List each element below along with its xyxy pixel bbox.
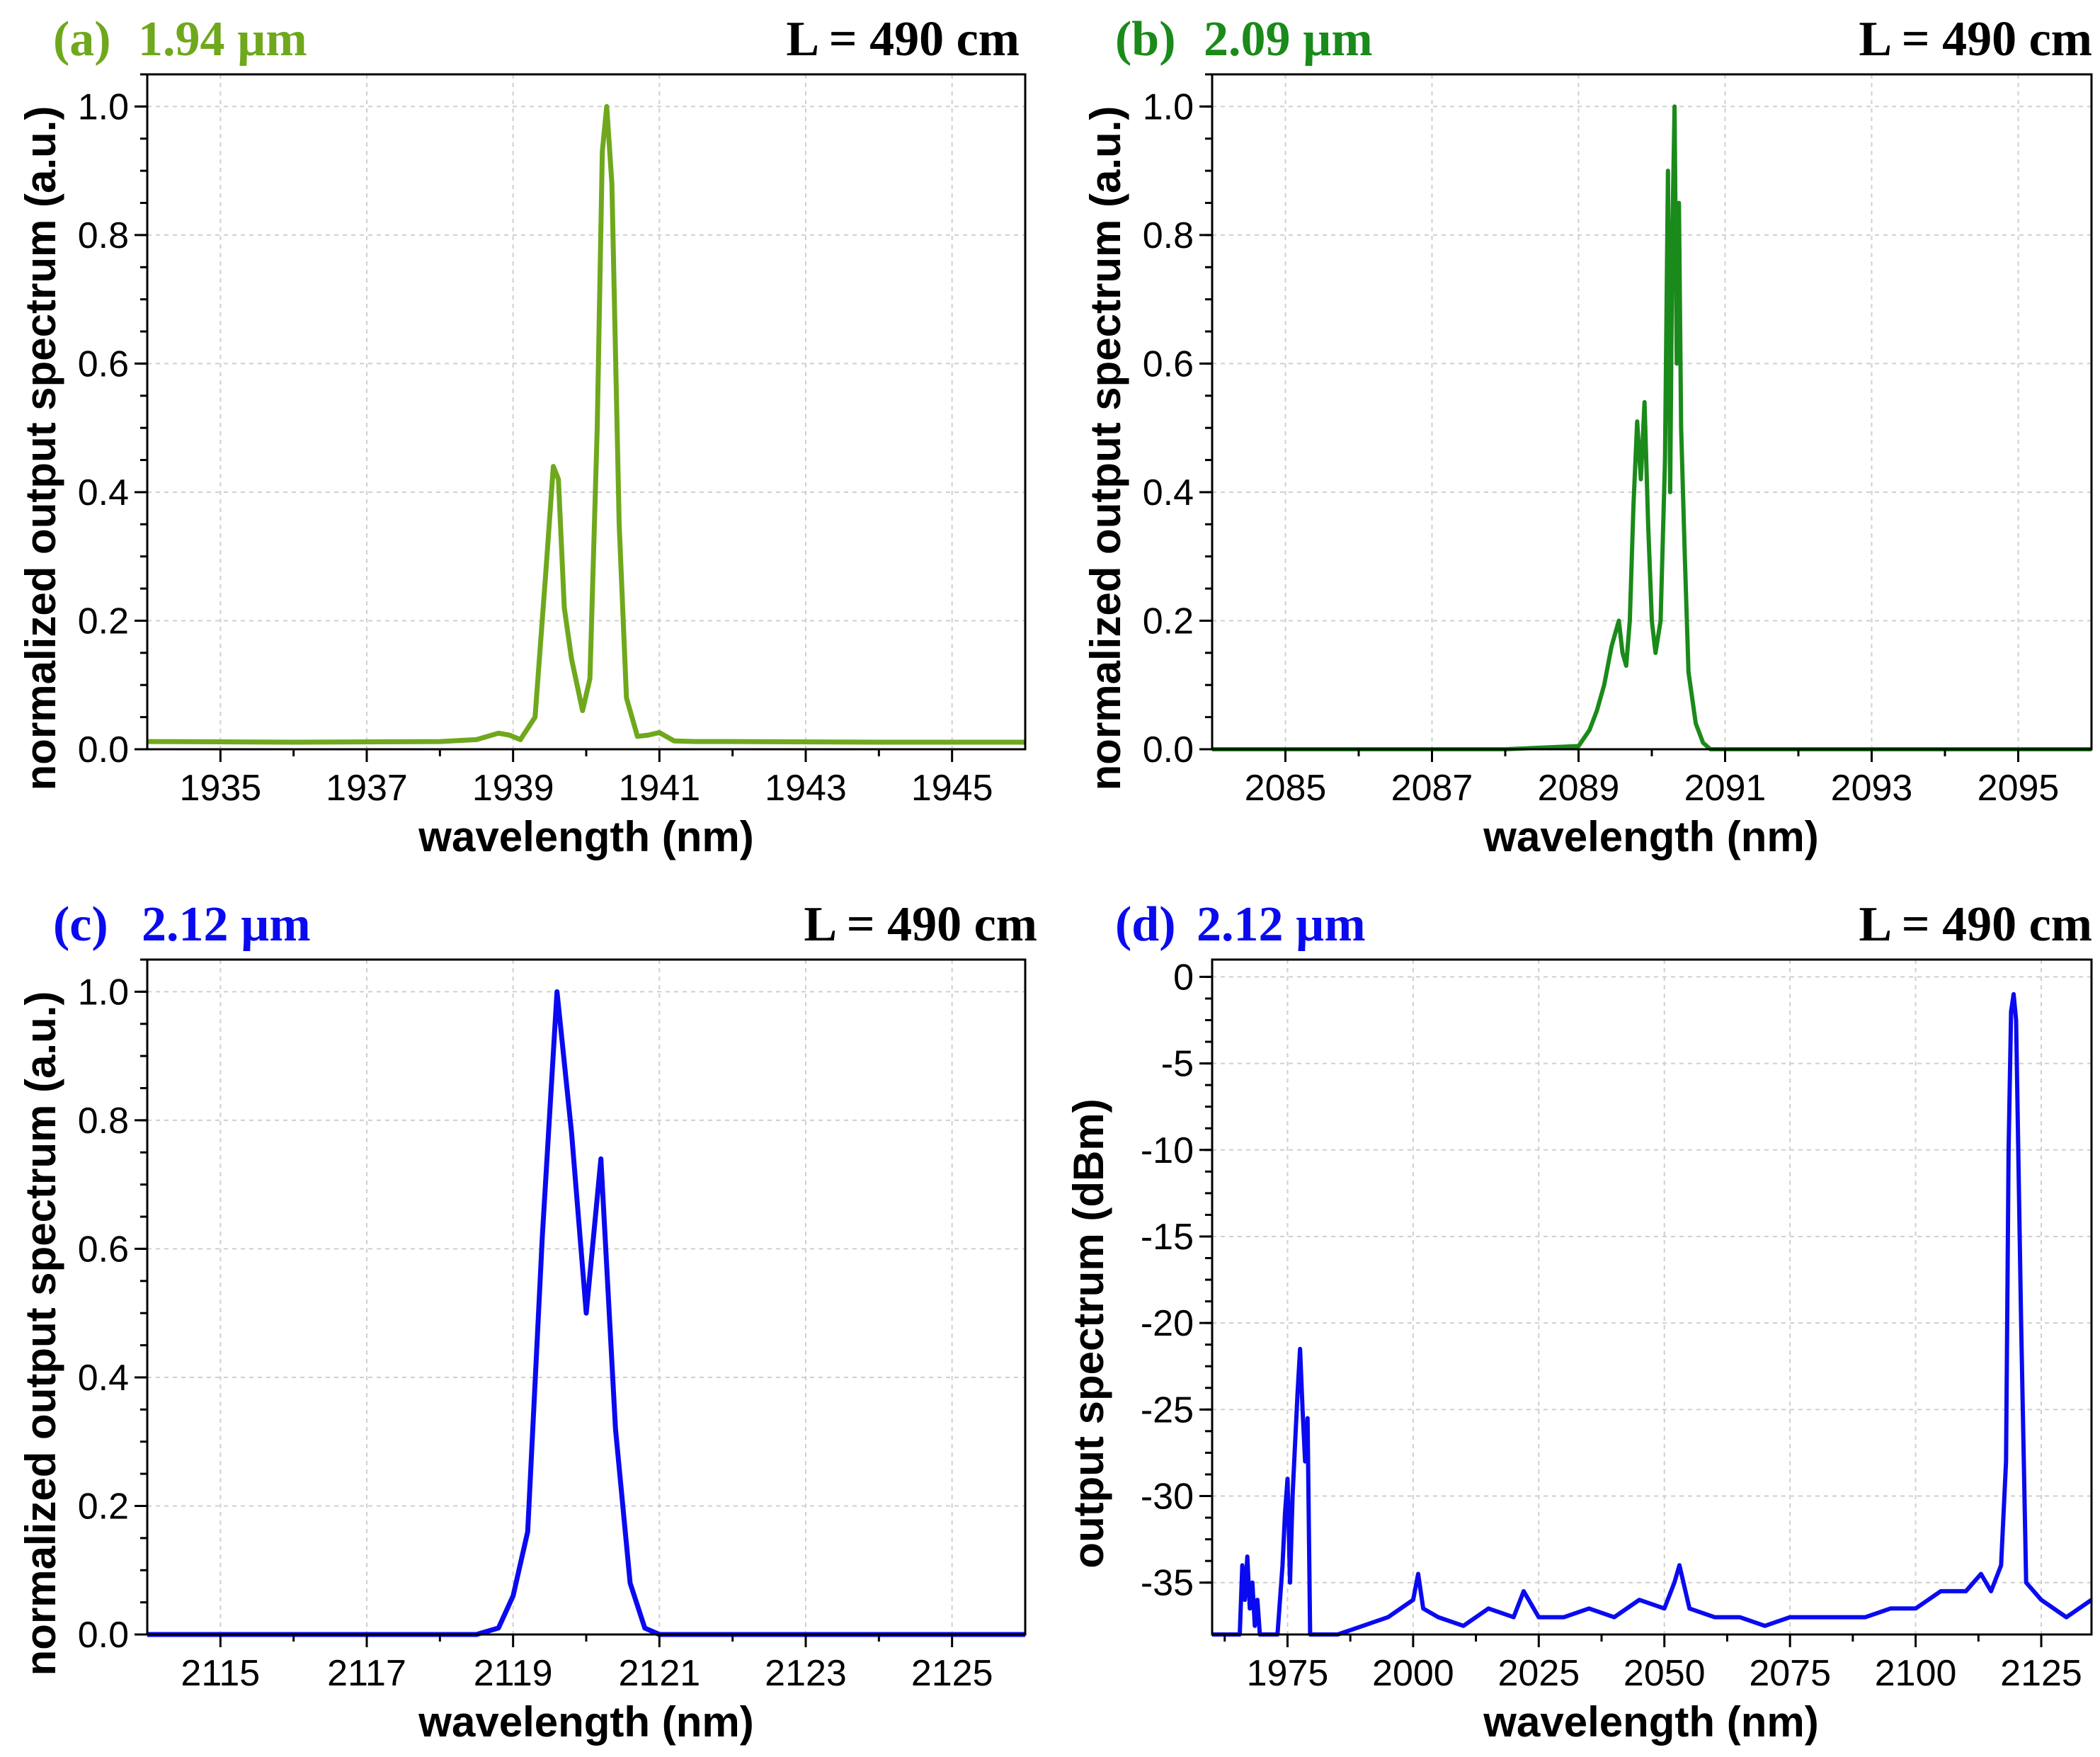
panel-b-label: (b) <box>1115 12 1176 67</box>
panel-d-label: (d) <box>1115 897 1176 952</box>
panel-a-xtick-label: 1939 <box>472 768 554 809</box>
panel-b: 2085 2087 2089 2091 2093 2095 0.0 0.2 0.4 0.6 0.8 1… <box>1082 12 2093 860</box>
panel-a: 1935 1937 1939 1941 1943 1945 0.0 0.2 0.4 0.6 0.8 1… <box>17 12 1027 860</box>
panel-d-plot-frame <box>1211 958 2093 1636</box>
panel-b-ytick-label: 0.4 <box>1143 472 1194 513</box>
panel-d-title: 2.12 µm <box>1197 897 1366 952</box>
panel-a-plot-frame <box>146 73 1027 751</box>
panel-c-ytick-label: 0.2 <box>78 1486 129 1527</box>
panel-a-ytick-label: 0.6 <box>78 343 129 385</box>
panel-b-xtick-label: 2095 <box>1978 768 2060 809</box>
panel-c-xtick-label: 2115 <box>181 1653 260 1694</box>
panel-a-ytick-label: 0.4 <box>78 472 129 513</box>
panel-c-label: (c) <box>53 897 108 952</box>
panel-d-ytick-label: 0 <box>1173 957 1194 998</box>
panel-d-ylabel: output spectrum (dBm) <box>1065 1098 1112 1568</box>
panel-b-ticks: 2085 2087 2089 2091 2093 2095 0.0 0.2 0.4 0.6 0.8 1… <box>1143 73 2060 809</box>
panel-c-xtick-label: 2123 <box>765 1653 847 1694</box>
panel-a-ytick-label: 0.0 <box>78 729 129 771</box>
panel-c-ylabel: normalized output spectrum (a.u.) <box>17 991 64 1676</box>
panel-a-xtick-label: 1943 <box>765 768 847 809</box>
panel-b-ylabel: normalized output spectrum (a.u.) <box>1082 106 1129 791</box>
panel-d-xlabel: wavelength (nm) <box>1483 1698 1818 1746</box>
panel-c-xlabel: wavelength (nm) <box>418 1698 753 1746</box>
panel-a-ytick-label: 0.8 <box>78 215 129 256</box>
panel-b-ytick-label: 1.0 <box>1143 86 1194 127</box>
panel-b-ytick-label: 0.6 <box>1143 343 1194 385</box>
panel-c-xtick-label: 2121 <box>618 1653 700 1694</box>
panel-c-length-label: L = 490 cm <box>804 897 1037 952</box>
panel-a-xtick-label: 1945 <box>911 768 993 809</box>
panel-b-plot-frame <box>1211 73 2093 751</box>
panel-d-ytick-label: -25 <box>1141 1389 1194 1431</box>
panel-a-ytick-label: 0.2 <box>78 601 129 642</box>
panel-a-spectrum-line <box>147 103 1025 745</box>
panel-b-ytick-label: 0.0 <box>1143 729 1194 771</box>
panel-c-ytick-label: 1.0 <box>78 972 129 1013</box>
panel-c-xtick-label: 2125 <box>911 1653 993 1694</box>
panel-d-xtick-label: 2000 <box>1372 1653 1454 1694</box>
panel-c-ytick-label: 0.4 <box>78 1358 129 1399</box>
panel-a-title: 1.94 µm <box>138 12 307 67</box>
panel-d-xtick-label: 2075 <box>1749 1653 1831 1694</box>
panel-b-spectrum-line <box>1212 104 2092 751</box>
panel-d-ytick-label: -30 <box>1141 1477 1194 1518</box>
panel-c-xtick-label: 2117 <box>327 1653 406 1694</box>
panel-b-xtick-label: 2087 <box>1391 768 1473 809</box>
panel-c-ticks: 2115 2117 2119 2121 2123 2125 0.0 0.2 0.4 0.6 0.8 1… <box>78 958 993 1694</box>
panel-d-ticks: 1975 2000 2025 2050 2075 2100 2125 0 -5 -10 -15 -20… <box>1141 957 2082 1694</box>
panel-a-label: (a) <box>53 12 111 67</box>
panel-a-ytick-label: 1.0 <box>78 86 129 127</box>
panel-d-ytick-label: -35 <box>1141 1563 1194 1604</box>
panel-b-grid <box>1212 74 2092 750</box>
panel-b-xtick-label: 2089 <box>1538 768 1620 809</box>
panel-a-xtick-label: 1935 <box>179 768 261 809</box>
panel-b-xtick-label: 2091 <box>1684 768 1767 809</box>
panel-a-xtick-label: 1941 <box>618 768 700 809</box>
panel-c-xtick-label: 2119 <box>474 1653 553 1694</box>
panel-c-ytick-label: 0.0 <box>78 1615 129 1656</box>
panel-b-xlabel: wavelength (nm) <box>1483 813 1818 860</box>
panel-c-title: 2.12 µm <box>142 897 311 952</box>
panel-c-spectrum-line <box>147 989 1025 1637</box>
panel-a-ticks: 1935 1937 1939 1941 1943 1945 0.0 0.2 0.4 0.6 0.8 1… <box>78 73 993 809</box>
panel-b-ytick-label: 0.2 <box>1143 601 1194 642</box>
panel-a-grid <box>147 74 1025 750</box>
panel-a-ylabel: normalized output spectrum (a.u.) <box>17 106 64 791</box>
panel-d-spectrum-line <box>1212 991 2093 1637</box>
panel-d-xtick-label: 2125 <box>2000 1653 2082 1694</box>
panel-d-grid <box>1212 960 2092 1634</box>
panel-d-xtick-label: 2050 <box>1623 1653 1706 1694</box>
panel-a-xtick-label: 1937 <box>326 768 408 809</box>
panel-c-ytick-label: 0.6 <box>78 1229 129 1270</box>
panel-d-ytick-label: -5 <box>1161 1044 1194 1085</box>
panel-b-length-label: L = 490 cm <box>1859 12 2092 67</box>
panel-d-xtick-label: 2100 <box>1875 1653 1957 1694</box>
panel-a-xlabel: wavelength (nm) <box>418 813 753 860</box>
panel-c: 2115 2117 2119 2121 2123 2125 0.0 0.2 0.4 0.6 0.8 1… <box>17 897 1037 1746</box>
panel-b-xtick-label: 2085 <box>1245 768 1327 809</box>
panel-d-xtick-label: 1975 <box>1247 1653 1329 1694</box>
panel-d: 1975 2000 2025 2050 2075 2100 2125 0 -5 -10 -15 -20… <box>1065 897 2093 1746</box>
panel-d-ytick-label: -10 <box>1141 1130 1194 1171</box>
panel-d-length-label: L = 490 cm <box>1859 897 2092 952</box>
panel-d-ytick-label: -20 <box>1141 1303 1194 1344</box>
panel-b-xtick-label: 2093 <box>1831 768 1913 809</box>
panel-a-length-label: L = 490 cm <box>786 12 1020 67</box>
panel-b-title: 2.09 µm <box>1204 12 1373 67</box>
panel-b-ytick-label: 0.8 <box>1143 215 1194 256</box>
panel-d-ytick-label: -15 <box>1141 1217 1194 1258</box>
panel-c-ytick-label: 0.8 <box>78 1101 129 1142</box>
panel-d-xtick-label: 2025 <box>1497 1653 1580 1694</box>
